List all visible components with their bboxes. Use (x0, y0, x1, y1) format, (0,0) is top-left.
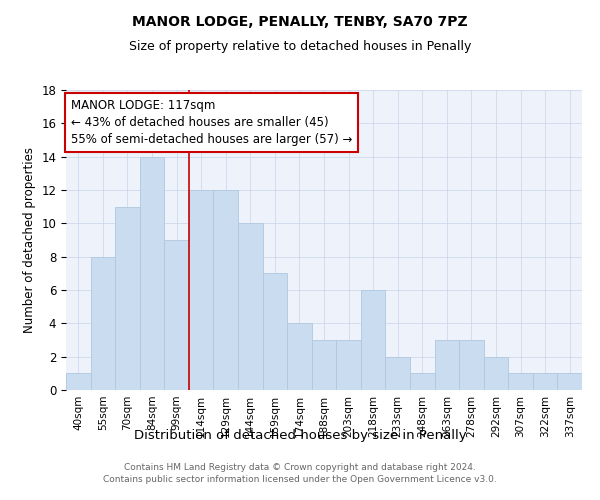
Bar (508, 374, 533, 390)
Bar (434, 340, 459, 390)
Bar (410, 374, 434, 390)
Text: Contains HM Land Registry data © Crown copyright and database right 2024.: Contains HM Land Registry data © Crown c… (124, 463, 476, 472)
Bar (312, 340, 336, 390)
Bar (287, 324, 312, 390)
Bar (164, 240, 189, 390)
Bar (263, 274, 287, 390)
Bar (91, 256, 115, 390)
Bar (557, 374, 582, 390)
Bar (361, 290, 385, 390)
Text: MANOR LODGE, PENALLY, TENBY, SA70 7PZ: MANOR LODGE, PENALLY, TENBY, SA70 7PZ (132, 15, 468, 29)
Text: MANOR LODGE: 117sqm
← 43% of detached houses are smaller (45)
55% of semi-detach: MANOR LODGE: 117sqm ← 43% of detached ho… (71, 99, 353, 146)
Bar (115, 206, 140, 390)
Bar (140, 156, 164, 390)
Bar (66, 374, 91, 390)
Bar (484, 356, 508, 390)
Bar (459, 340, 484, 390)
Bar (385, 356, 410, 390)
Y-axis label: Number of detached properties: Number of detached properties (23, 147, 36, 333)
Bar (238, 224, 263, 390)
Bar (189, 190, 214, 390)
Text: Contains public sector information licensed under the Open Government Licence v3: Contains public sector information licen… (103, 476, 497, 484)
Text: Distribution of detached houses by size in Penally: Distribution of detached houses by size … (134, 428, 466, 442)
Bar (533, 374, 557, 390)
Bar (336, 340, 361, 390)
Bar (214, 190, 238, 390)
Text: Size of property relative to detached houses in Penally: Size of property relative to detached ho… (129, 40, 471, 53)
